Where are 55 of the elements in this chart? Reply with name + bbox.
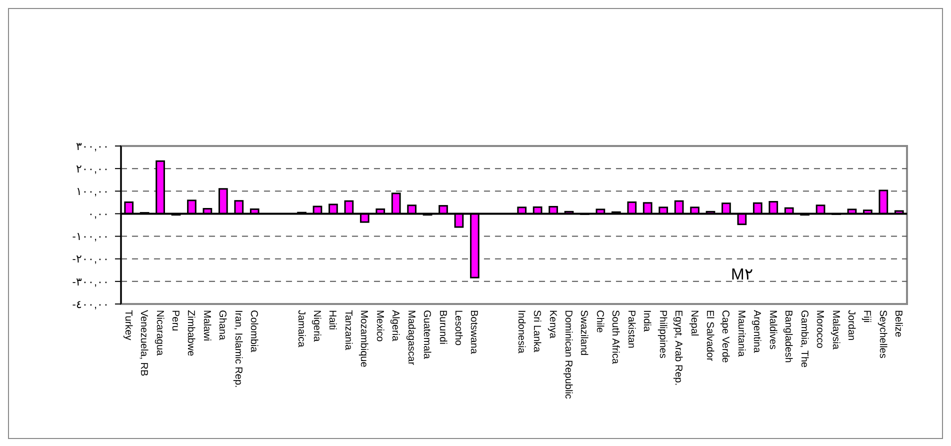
x-tick-label: Malawi [200,310,212,342]
x-tick-label: Mozambique [358,310,370,368]
x-tick-label: Tanzania [342,310,354,350]
x-tick-label: Morocco [814,310,826,349]
x-tick-label: Seychelles [876,310,888,358]
y-tick-label: -٣٠٠,٠٠ [72,276,109,288]
x-tick-label: Dominican Republic [562,310,574,399]
x-tick-label: Nepal [688,310,700,336]
x-tick-label: Ghana [216,310,228,340]
x-tick-label: South Africa [610,310,621,364]
x-tick-label: India [641,310,652,332]
y-tick-label: ٢٠٠,٠٠ [76,163,109,176]
x-tick-label: Bangladesh [782,310,794,363]
x-tick-label: Mauritania [735,310,746,358]
x-tick-label: Maldives [766,310,778,350]
x-tick-label: Egypt, Arab Rep. [672,310,684,386]
x-tick-label: Pakistan [625,310,636,348]
x-tick-label: El Salvador [704,310,715,362]
x-tick-label: Lesotho [452,310,464,346]
x-tick-label: Algeria [390,310,401,342]
x-tick-label: Malaysia [830,310,841,350]
annotation: M٢ [731,266,754,284]
y-tick-label: -٢٠٠,٠٠ [72,254,109,266]
x-tick-label: Haiti [326,310,338,330]
x-tick-label: Argentina [751,310,762,354]
x-tick-label: Colombia [248,310,260,353]
y-tick-label: ٠,٠٠ [88,208,109,221]
x-tick-label: Fiji [861,310,872,323]
x-tick-label: Turkey [122,310,134,340]
x-tick-label: Mexico [374,310,385,342]
y-tick-label: -٤٠٠,٠٠ [72,298,109,311]
y-tick-label: ٣٠٠,٠٠ [76,140,109,153]
x-tick-label: Belize [892,310,904,338]
x-tick-label: Nicaragua [154,310,165,356]
x-tick-label: Guatemala [421,310,432,360]
x-tick-label: Indonesia [515,310,526,354]
x-tick-label: Philippines [656,310,668,358]
y-tick-label: -١٠٠,٠٠ [72,231,109,244]
x-tick-label: Jordan [845,310,856,341]
x-tick-label: Madagascar [405,310,416,366]
x-tick-label: Chile [594,310,605,334]
x-tick-label: Cape Verde [720,310,731,364]
x-tick-label: Sri Lanka [531,310,542,353]
x-tick-label: Iran, Islamic Rep. [232,310,244,388]
x-tick-label: Zimbabwe [185,310,196,357]
x-tick-label: Jamaica [295,310,306,348]
x-tick-label: Botswana [468,310,480,354]
x-tick-label: Burundi [436,310,448,344]
y-tick-label: ١٠٠,٠٠ [76,186,109,198]
x-tick-label: Gambia, The [798,310,810,368]
x-tick-label: Venezuela, RB [138,310,150,376]
x-tick-label: Peru [170,310,181,332]
x-tick-label: Kenya [546,310,558,339]
x-tick-label: Nigeria [311,310,322,342]
x-tick-label: Swaziland [578,310,590,356]
